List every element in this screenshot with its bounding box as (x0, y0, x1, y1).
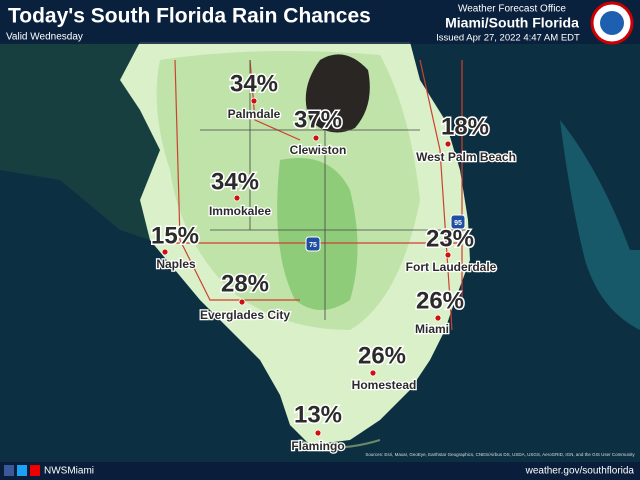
facebook-icon (4, 465, 14, 476)
rain-zone-medium (277, 158, 358, 310)
city-name: Naples (156, 257, 196, 271)
highway-number: 95 (454, 220, 462, 227)
highway-number: 75 (309, 242, 317, 249)
youtube-icon (30, 465, 40, 476)
website: weather.gov/southflorida (525, 466, 635, 477)
city-dot (369, 369, 377, 377)
gulf-shelf (0, 42, 160, 240)
city-dot (314, 429, 322, 437)
city-name: Palmdale (228, 107, 281, 121)
title: Today's South Florida Rain Chances (8, 5, 371, 28)
office-name: Miami/South Florida (445, 15, 579, 31)
twitter-icon (17, 465, 27, 476)
issued-time: Issued Apr 27, 2022 4:47 AM EDT (436, 33, 580, 44)
footer-bar (0, 462, 640, 480)
city-name: Clewiston (290, 143, 347, 157)
city-dot (312, 134, 320, 142)
city-dot (434, 314, 442, 322)
keys (299, 439, 381, 449)
city-name: Immokalee (209, 204, 271, 218)
rain-chance: 28% (221, 270, 269, 297)
header-bar (0, 0, 640, 44)
city-name: Flamingo (291, 439, 344, 453)
city-name: Homestead (352, 378, 417, 392)
bahamas-shallows (560, 120, 640, 330)
cities: 34% Palmdale 37% Clewiston 18% West Palm Beac… (149, 69, 517, 455)
social-handle: NWSMiami (44, 466, 94, 477)
city-dot (444, 140, 452, 148)
highway-shield (305, 236, 321, 252)
highways: 75 95 (305, 214, 466, 252)
rain-chance: 34% (230, 70, 278, 97)
rain-chance: 34% (211, 168, 259, 195)
nws-logo-inner (600, 11, 624, 35)
rain-chance: 37% (294, 106, 342, 133)
city-dot (233, 194, 241, 202)
rain-chance: 23% (426, 225, 474, 252)
city-name: Everglades City (200, 308, 290, 322)
office-label: Weather Forecast Office (458, 4, 566, 15)
city-dot (161, 248, 169, 256)
city-dot (250, 97, 258, 105)
rain-chance: 26% (358, 342, 406, 369)
rain-chance: 18% (441, 113, 489, 140)
valid-time: Valid Wednesday (6, 32, 83, 43)
city-name: Miami (415, 322, 449, 336)
lake-okeechobee (305, 54, 370, 133)
rain-chance: 15% (151, 222, 199, 249)
rain-chance: 13% (294, 401, 342, 428)
city-dot (238, 298, 246, 306)
city-dot (444, 251, 452, 259)
county-lines (200, 60, 470, 320)
city-name: West Palm Beach (416, 150, 516, 164)
attribution: Sources: Esri, Maxar, GeoEye, Earthstar … (365, 452, 635, 457)
rain-chance: 26% (416, 287, 464, 314)
highway-shield (450, 214, 466, 230)
city-name: Fort Lauderdale (406, 260, 497, 274)
